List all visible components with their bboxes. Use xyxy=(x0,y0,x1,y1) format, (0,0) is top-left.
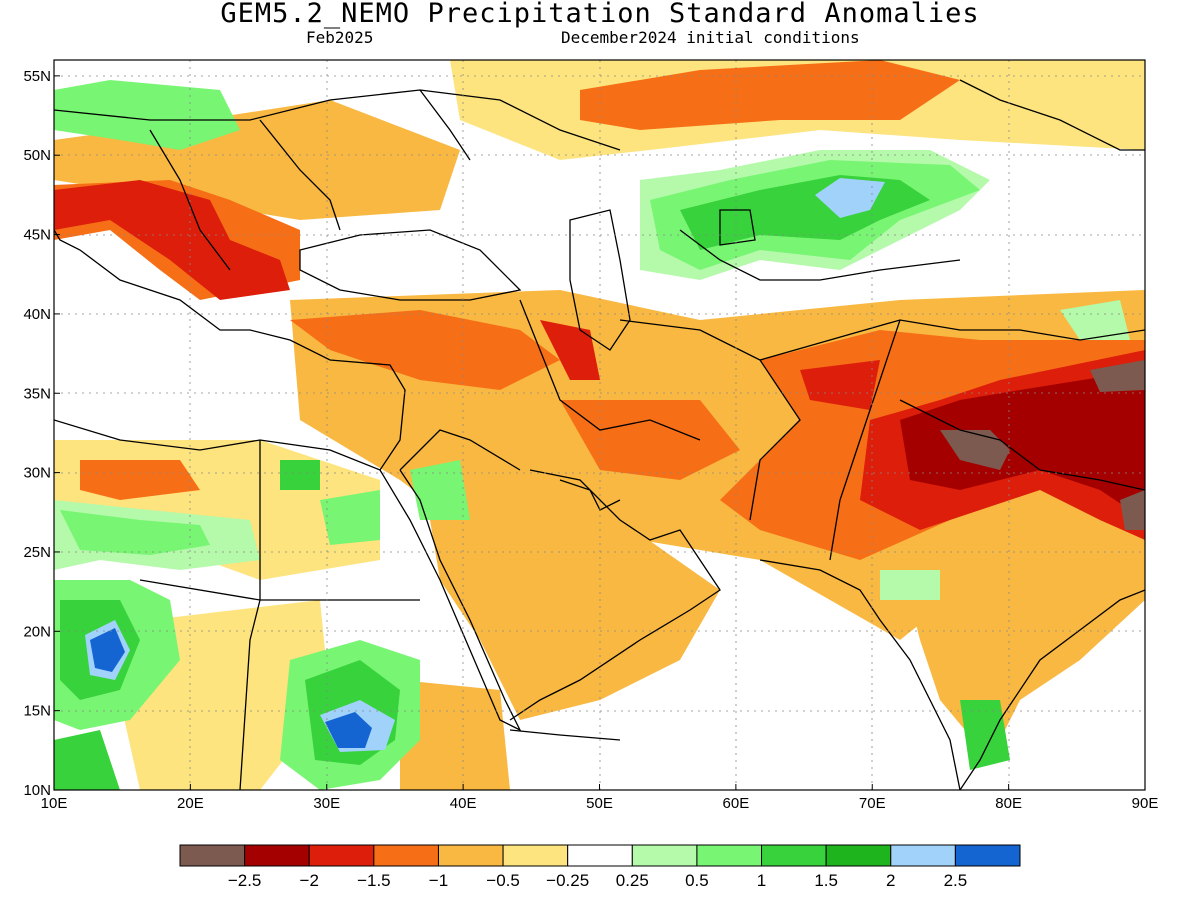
lon-tick-label: 80E xyxy=(995,795,1022,812)
lat-tick-label: 50N xyxy=(23,147,51,164)
colorbar-label: −1 xyxy=(429,871,448,890)
colorbar-label: 2 xyxy=(886,871,895,890)
lon-tick-label: 10E xyxy=(41,795,68,812)
colorbar-swatch xyxy=(761,844,827,867)
lon-tick-label: 50E xyxy=(586,795,613,812)
longitude-axis: 10E 20E 30E 40E 50E 60E 70E 80E 90E xyxy=(41,784,1159,812)
latitude-axis: 10N 15N 20N 25N 30N 35N 40N 45N 50N 55N xyxy=(23,68,60,799)
colorbar-label: −0.5 xyxy=(486,871,520,890)
lat-tick-label: 10N xyxy=(23,782,51,799)
lon-tick-label: 30E xyxy=(313,795,340,812)
lon-tick-label: 60E xyxy=(723,795,750,812)
lat-tick-label: 40N xyxy=(23,306,51,323)
colorbar-swatch xyxy=(244,844,310,867)
colorbar-label: 1 xyxy=(757,871,766,890)
lat-tick-label: 55N xyxy=(23,68,51,85)
lat-tick-label: 30N xyxy=(23,465,51,482)
initial-conditions-label: December2024 initial conditions xyxy=(561,28,860,47)
colorbar-swatch xyxy=(825,844,892,867)
colorbar-label: −2.5 xyxy=(228,871,262,890)
lon-tick-label: 70E xyxy=(859,795,886,812)
coastlines xyxy=(54,79,1145,790)
colorbar-label: 0.25 xyxy=(616,871,649,890)
forecast-month: Feb2025 xyxy=(306,28,374,47)
colorbar: −2.5 −2 −1.5 −1 −0.5 −0.25 0.25 0.5 1 1.5 2 2.5 xyxy=(179,844,1021,890)
lon-tick-label: 40E xyxy=(450,795,477,812)
colorbar-label: −2 xyxy=(300,871,319,890)
graticule xyxy=(54,60,1145,790)
colorbar-label: 2.5 xyxy=(944,871,968,890)
colorbar-label: −0.25 xyxy=(546,871,589,890)
lat-tick-label: 25N xyxy=(23,544,51,561)
lat-tick-label: 15N xyxy=(23,703,51,720)
anomaly-shading xyxy=(54,60,1145,790)
lat-tick-label: 45N xyxy=(23,227,51,244)
colorbar-swatch xyxy=(890,844,956,867)
colorbar-swatch xyxy=(502,844,569,867)
lon-tick-label: 20E xyxy=(177,795,204,812)
colorbar-label: −1.5 xyxy=(357,871,391,890)
colorbar-swatch xyxy=(437,844,504,867)
colorbar-swatch xyxy=(567,844,633,867)
colorbar-swatch xyxy=(696,844,763,867)
colorbar-swatch xyxy=(179,844,246,867)
colorbar-label: 0.5 xyxy=(685,871,709,890)
colorbar-swatch xyxy=(373,844,439,867)
map-title: GEM5.2_NEMO Precipitation Standard Anoma… xyxy=(220,0,980,29)
colorbar-label: 1.5 xyxy=(814,871,838,890)
lat-tick-label: 20N xyxy=(23,623,51,640)
lon-tick-label: 90E xyxy=(1132,795,1159,812)
colorbar-swatch xyxy=(308,844,375,867)
colorbar-swatch xyxy=(631,844,698,867)
colorbar-swatch xyxy=(954,844,1021,867)
lat-tick-label: 35N xyxy=(23,385,51,402)
